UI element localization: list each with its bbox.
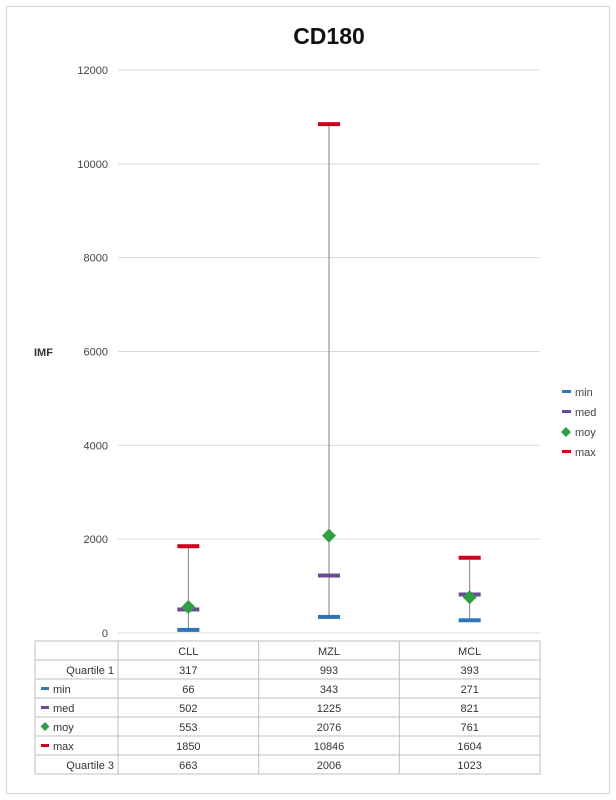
table-row-label: min (53, 684, 71, 696)
max-marker (318, 122, 340, 127)
legend-label-moy: moy (575, 427, 596, 439)
chart-frame (6, 6, 610, 794)
table-key-med (41, 706, 49, 709)
legend-swatch-min (562, 390, 571, 393)
y-tick-label: 10000 (77, 159, 108, 171)
table-cell: 1850 (176, 741, 200, 753)
legend-label-med: med (575, 407, 596, 419)
y-tick-label: 0 (102, 628, 108, 640)
legend-swatch-moy (561, 427, 571, 437)
table-cell: 271 (460, 684, 478, 696)
table-cell: 343 (320, 684, 338, 696)
y-tick-label: 8000 (84, 253, 108, 265)
table-row-label: Quartile 1 (66, 665, 114, 677)
table-cell: 2006 (317, 760, 341, 772)
mean-marker (322, 528, 336, 543)
table-cell: 66 (182, 684, 194, 696)
table-row-label: moy (53, 722, 74, 734)
table-cell: 10846 (314, 741, 345, 753)
table-cell: 1604 (457, 741, 481, 753)
legend-label-min: min (575, 387, 593, 399)
category-label: MZL (318, 646, 340, 658)
table-cell: 317 (179, 665, 197, 677)
max-marker (458, 555, 481, 560)
y-tick-label: 12000 (77, 65, 108, 77)
table-cell: 663 (179, 760, 197, 772)
category-label: CLL (178, 646, 198, 658)
table-cell: 821 (460, 703, 478, 715)
table-row-label: max (53, 741, 74, 753)
table-cell: 393 (460, 665, 478, 677)
legend-swatch-med (562, 410, 571, 413)
table-key-moy (40, 722, 50, 731)
table-cell: 1225 (317, 703, 341, 715)
y-tick-label: 6000 (84, 347, 108, 359)
legend-swatch-max (562, 450, 571, 453)
table-cell: 761 (460, 722, 478, 734)
mean-marker (462, 590, 477, 605)
min-marker (318, 614, 340, 619)
y-tick-label: 2000 (84, 534, 108, 546)
median-marker (318, 573, 340, 578)
table-key-max (41, 744, 49, 747)
min-marker (458, 618, 481, 623)
chart-title: CD180 (293, 23, 365, 49)
category-label: MCL (458, 646, 481, 658)
table-cell: 1023 (457, 760, 481, 772)
table-cell: 502 (179, 703, 197, 715)
legend-label-max: max (575, 447, 596, 459)
table-row-label: Quartile 3 (66, 760, 114, 772)
table-row-label: med (53, 703, 74, 715)
y-axis-label: IMF (34, 347, 53, 359)
table-cell: 2076 (317, 722, 341, 734)
min-marker (177, 627, 200, 632)
max-marker (177, 544, 200, 549)
table-cell: 553 (179, 722, 197, 734)
table-key-min (41, 687, 49, 690)
table-cell: 993 (320, 665, 338, 677)
mean-marker (181, 600, 196, 615)
y-tick-label: 4000 (84, 440, 108, 452)
